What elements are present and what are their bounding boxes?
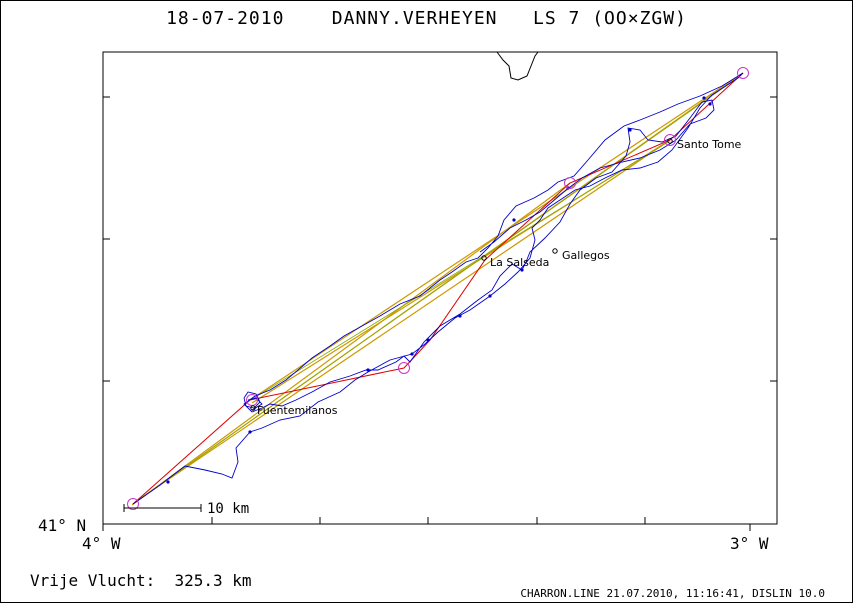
place-label-santo-tome: Santo Tome: [677, 138, 742, 151]
x-axis-right-label: 3° W: [730, 534, 769, 553]
distance-value: 325.3 km: [174, 571, 252, 590]
scale-bar-label: 10 km: [207, 501, 249, 517]
place-label-fuentemilanos: Fuentemilanos: [257, 404, 338, 417]
end-turnpoint: [737, 67, 749, 79]
place-label-gallegos: Gallegos: [562, 249, 610, 262]
y-ticks: [103, 96, 777, 382]
optimized-route: [132, 72, 744, 505]
pilot-name: DANNY.VERHEYEN: [331, 8, 498, 29]
turnpoint-santo-tome: [664, 134, 676, 146]
x-ticks: [102, 517, 751, 531]
place-label-la-salseda: La Salseda: [490, 256, 549, 269]
credit-line: CHARRON.LINE 21.07.2010, 11:16:41, DISLI…: [520, 587, 825, 600]
place-marker-la-salseda: [481, 255, 487, 261]
flight-title: 18-07-2010 DANNY.VERHEYEN LS 7 (OO×ZGW): [0, 8, 853, 29]
turnpoint-2: [398, 362, 410, 374]
flight-date: 18-07-2010: [166, 8, 285, 29]
task-lines-green: [136, 75, 741, 502]
glider-name: LS 7 (OO×ZGW): [533, 8, 687, 29]
turnpoint-3: [564, 177, 576, 189]
y-axis-label: 41° N: [38, 516, 87, 535]
distance-label: Vrije Vlucht:: [30, 571, 156, 590]
turnpoints: [127, 67, 749, 510]
border-line: [496, 51, 539, 81]
place-marker-gallegos: [552, 248, 558, 254]
place-marker-santo-tome: [667, 138, 673, 144]
scale-bar: [123, 504, 202, 512]
distance-summary: Vrije Vlucht: 325.3 km: [30, 571, 252, 590]
place-markers: [250, 138, 673, 411]
plot-area: [102, 51, 778, 525]
thermal-circles: [243, 391, 263, 411]
place-marker-fuentemilanos: [250, 405, 256, 411]
x-axis-left-label: 4° W: [82, 534, 121, 553]
start-turnpoint: [127, 498, 139, 510]
gps-track: [132, 72, 744, 505]
